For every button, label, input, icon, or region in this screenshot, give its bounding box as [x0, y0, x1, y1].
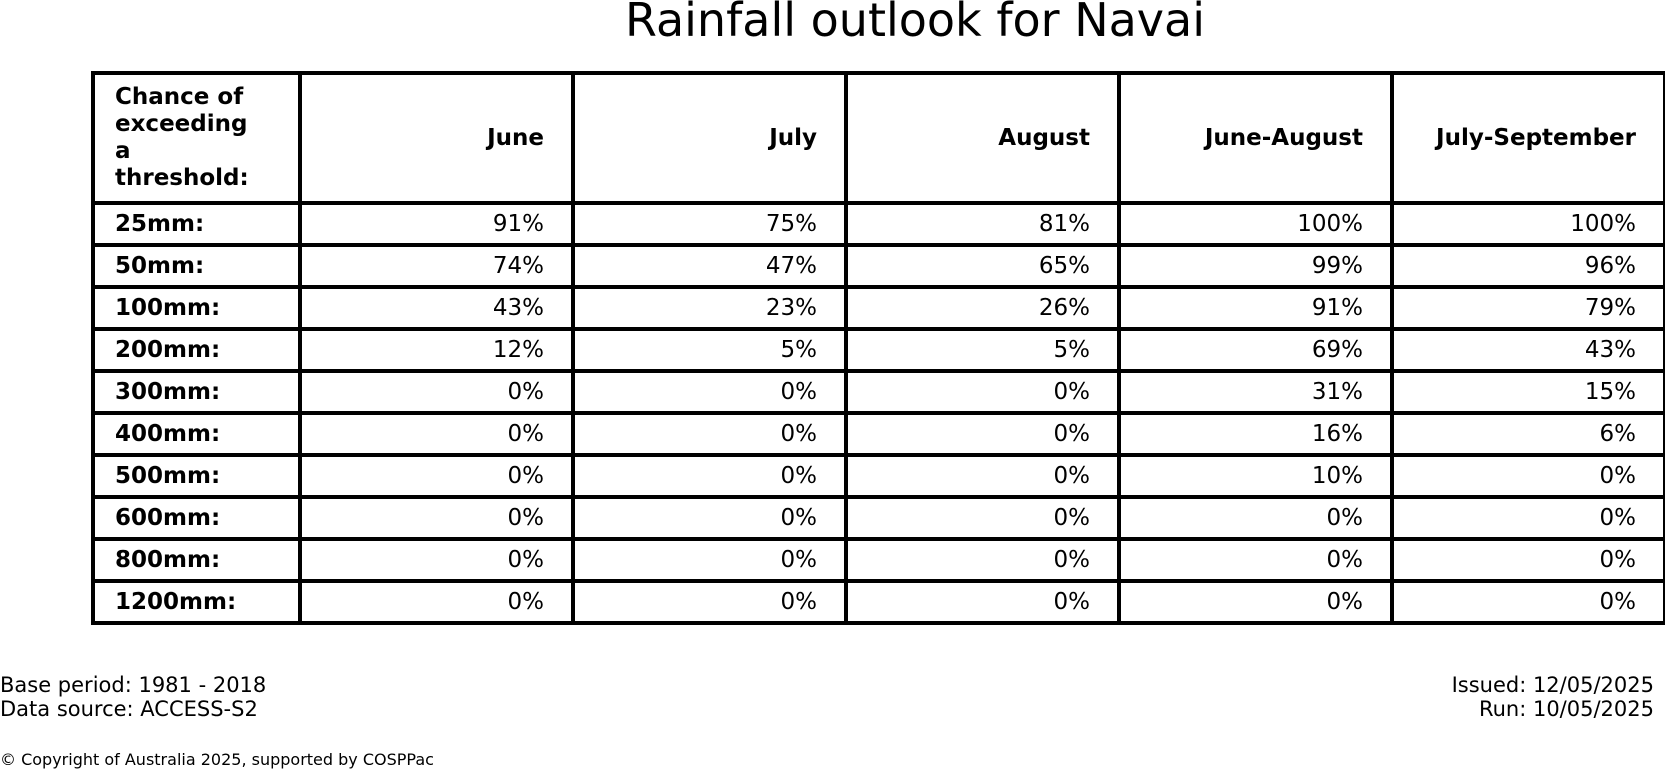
probability-cell: 0% — [298, 411, 575, 457]
column-header: June — [298, 71, 575, 205]
data-source: Data source: ACCESS-S2 — [0, 697, 258, 721]
probability-cell: 0% — [571, 411, 848, 457]
threshold-label: 1200mm: — [91, 579, 302, 625]
threshold-label: 400mm: — [91, 411, 302, 457]
probability-cell: 5% — [571, 327, 848, 373]
probability-cell: 0% — [298, 369, 575, 415]
corner-line: Chance of — [115, 84, 244, 110]
table-row: 100mm: 43% 23% 26% 91% 79% — [91, 285, 1665, 331]
table-body: 25mm: 91% 75% 81% 100% 100% 50mm: 74% 47% 65% 99% 9… — [91, 201, 1665, 625]
probability-cell: 0% — [1117, 537, 1394, 583]
probability-cell: 0% — [1390, 537, 1665, 583]
table-row: 400mm: 0% 0% 0% 16% 6% — [91, 411, 1665, 457]
probability-cell: 69% — [1117, 327, 1394, 373]
probability-cell: 91% — [298, 201, 575, 247]
threshold-label: 200mm: — [91, 327, 302, 373]
probability-cell: 0% — [1117, 579, 1394, 625]
rainfall-outlook-table: Chance of exceeding a threshold: June July… — [91, 71, 1665, 625]
probability-cell: 65% — [844, 243, 1121, 289]
page-title: Rainfall outlook for Navai — [625, 0, 1205, 47]
probability-cell: 43% — [298, 285, 575, 331]
probability-cell: 100% — [1390, 201, 1665, 247]
probability-cell: 0% — [1117, 495, 1394, 541]
probability-cell: 79% — [1390, 285, 1665, 331]
probability-cell: 0% — [298, 537, 575, 583]
probability-cell: 81% — [844, 201, 1121, 247]
column-header: July-September — [1390, 71, 1665, 205]
probability-cell: 0% — [844, 579, 1121, 625]
probability-cell: 31% — [1117, 369, 1394, 415]
probability-cell: 100% — [1117, 201, 1394, 247]
corner-line: a threshold: — [115, 138, 249, 191]
threshold-label: 800mm: — [91, 537, 302, 583]
column-header: June-August — [1117, 71, 1394, 205]
threshold-label: 300mm: — [91, 369, 302, 415]
table-row: 200mm: 12% 5% 5% 69% 43% — [91, 327, 1665, 373]
probability-cell: 0% — [571, 369, 848, 415]
probability-cell: 47% — [571, 243, 848, 289]
probability-cell: 0% — [844, 411, 1121, 457]
base-period: Base period: 1981 - 2018 — [0, 673, 267, 697]
probability-cell: 12% — [298, 327, 575, 373]
threshold-label: 600mm: — [91, 495, 302, 541]
probability-cell: 99% — [1117, 243, 1394, 289]
table-header-row: Chance of exceeding a threshold: June July… — [91, 71, 1665, 205]
probability-cell: 23% — [571, 285, 848, 331]
footer-right: Issued: 12/05/2025 Run: 10/05/2025 — [1452, 673, 1654, 721]
probability-cell: 0% — [571, 453, 848, 499]
probability-cell: 5% — [844, 327, 1121, 373]
corner-line: exceeding — [115, 111, 248, 137]
threshold-label: 25mm: — [91, 201, 302, 247]
run-date: Run: 10/05/2025 — [1478, 697, 1654, 721]
table-row: 500mm: 0% 0% 0% 10% 0% — [91, 453, 1665, 499]
probability-cell: 0% — [571, 495, 848, 541]
threshold-label: 500mm: — [91, 453, 302, 499]
probability-cell: 0% — [1390, 453, 1665, 499]
probability-cell: 0% — [844, 537, 1121, 583]
probability-cell: 0% — [298, 495, 575, 541]
probability-cell: 0% — [1390, 579, 1665, 625]
threshold-column-header: Chance of exceeding a threshold: — [91, 71, 302, 205]
probability-cell: 6% — [1390, 411, 1665, 457]
probability-cell: 0% — [844, 453, 1121, 499]
probability-cell: 74% — [298, 243, 575, 289]
probability-cell: 0% — [298, 453, 575, 499]
table-row: 50mm: 74% 47% 65% 99% 96% — [91, 243, 1665, 289]
threshold-label: 50mm: — [91, 243, 302, 289]
probability-cell: 0% — [844, 369, 1121, 415]
issued-date: Issued: 12/05/2025 — [1451, 673, 1654, 697]
probability-cell: 0% — [844, 495, 1121, 541]
threshold-label: 100mm: — [91, 285, 302, 331]
probability-cell: 10% — [1117, 453, 1394, 499]
probability-cell: 15% — [1390, 369, 1665, 415]
table-row: 300mm: 0% 0% 0% 31% 15% — [91, 369, 1665, 415]
probability-cell: 0% — [1390, 495, 1665, 541]
copyright-notice: © Copyright of Australia 2025, supported… — [0, 750, 434, 769]
table-row: 800mm: 0% 0% 0% 0% 0% — [91, 537, 1665, 583]
table-row: 1200mm: 0% 0% 0% 0% 0% — [91, 579, 1665, 625]
column-header: August — [844, 71, 1121, 205]
probability-cell: 43% — [1390, 327, 1665, 373]
table-row: 25mm: 91% 75% 81% 100% 100% — [91, 201, 1665, 247]
footer-left: Base period: 1981 - 2018 Data source: AC… — [0, 673, 266, 721]
probability-cell: 75% — [571, 201, 848, 247]
probability-cell: 16% — [1117, 411, 1394, 457]
probability-cell: 96% — [1390, 243, 1665, 289]
table-row: 600mm: 0% 0% 0% 0% 0% — [91, 495, 1665, 541]
probability-cell: 0% — [571, 579, 848, 625]
probability-cell: 0% — [571, 537, 848, 583]
probability-cell: 26% — [844, 285, 1121, 331]
probability-cell: 91% — [1117, 285, 1394, 331]
probability-cell: 0% — [298, 579, 575, 625]
column-header: July — [571, 71, 848, 205]
